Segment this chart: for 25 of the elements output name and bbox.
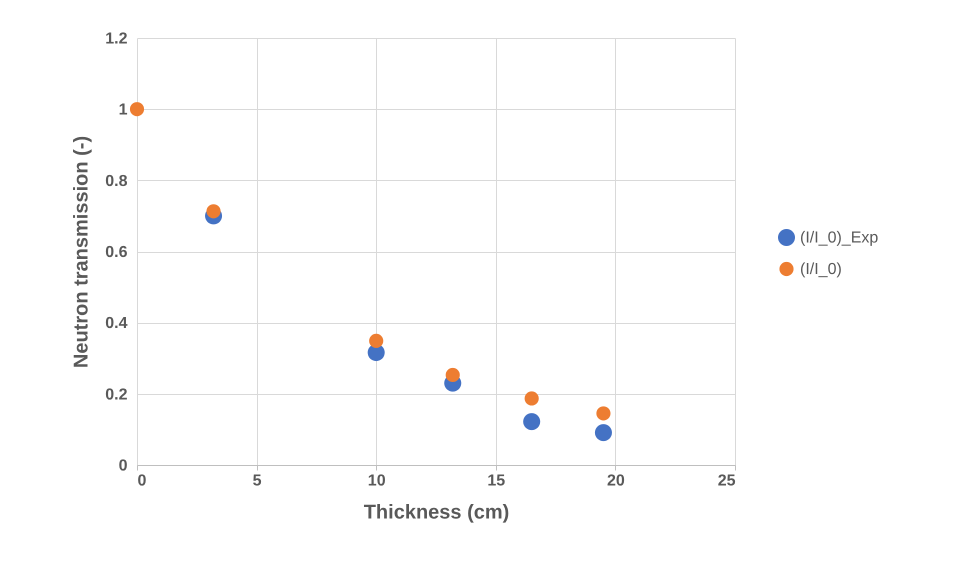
point [206,204,221,218]
legend-label: (I/I_0) [800,261,842,278]
y-tick-label: 0.6 [105,244,128,261]
x-tick-label: 10 [368,472,386,490]
point [446,368,460,382]
x-tick-label: 5 [252,472,262,490]
y-tick-label: 0 [118,458,128,474]
x-tick-label: 15 [487,472,506,490]
point [594,424,612,442]
legend-label: (I/I_0)_Exp [800,230,878,246]
x-tick-label: 25 [718,472,736,490]
x-tick-label: 0 [138,472,146,490]
y-tick-label: 0.8 [105,172,128,190]
y-axis-title: Neutron transmission (-) [70,136,92,368]
y-tick-label: 1.2 [105,30,128,48]
point [369,334,384,348]
y-tick-label: 0.4 [105,315,128,332]
y-tick-label: 0.2 [105,386,128,404]
point [523,413,540,430]
x-tick-label: 20 [607,472,625,490]
point [596,406,611,420]
point [524,391,539,406]
point [130,102,144,116]
y-tick-label: 1 [118,102,128,119]
x-axis-title: Thickness (cm) [364,502,510,524]
